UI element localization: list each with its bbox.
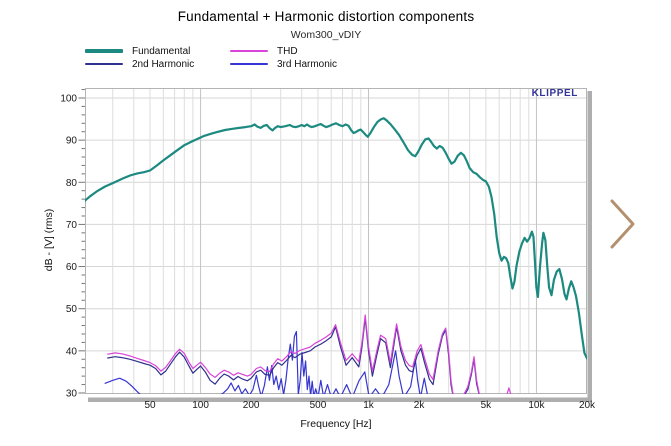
legend-label: THD	[277, 45, 298, 57]
x-axis-title: Frequency [Hz]	[300, 418, 372, 430]
x-tick-label: 200	[243, 400, 260, 411]
plot-frame	[85, 88, 592, 402]
legend-item-3rd-harmonic: 3rd Harmonic	[230, 58, 337, 70]
series-2nd-harmonic	[107, 317, 480, 394]
thd-line-swatch	[230, 50, 268, 52]
legend-label: Fundamental	[132, 45, 191, 57]
legend-label: 2nd Harmonic	[132, 58, 195, 70]
y-tick-label: 70	[66, 220, 78, 231]
y-tick-label: 40	[66, 346, 78, 357]
chart-series	[85, 117, 587, 394]
x-tick-label: 500	[310, 400, 327, 411]
series-fundamental	[85, 117, 587, 360]
axis-labels: 30 40 50 60 70 80 90 100 50 100 200 500 1k 2k 5k 10k 20k	[60, 94, 596, 412]
legend-item-2nd-harmonic: 2nd Harmonic	[85, 58, 194, 70]
third-harmonic-line-swatch	[230, 63, 268, 65]
x-tick-label: 2k	[414, 400, 426, 411]
y-tick-label: 100	[60, 94, 77, 105]
x-tick-label: 10k	[528, 400, 545, 411]
y-tick-label: 50	[66, 304, 78, 315]
axis-ticks	[78, 89, 85, 394]
y-tick-label: 90	[66, 136, 78, 147]
chevron-right-icon	[610, 199, 635, 249]
series-thd	[107, 314, 512, 394]
klippel-logo: KLIPPEL	[531, 88, 578, 99]
y-axis-title: dB - [V] (rms)	[43, 208, 55, 272]
legend-item-fundamental: Fundamental	[85, 45, 190, 57]
chart-subtitle: Wom300_vDIY	[290, 29, 362, 41]
y-tick-label: 60	[66, 262, 78, 273]
next-page-button[interactable]	[604, 194, 642, 254]
x-tick-label: 50	[144, 400, 156, 411]
grid-lines	[85, 88, 587, 394]
fundamental-line-swatch	[85, 49, 123, 53]
x-tick-label: 5k	[481, 400, 493, 411]
legend-label: 3rd Harmonic	[277, 58, 338, 70]
x-tick-label: 1k	[363, 400, 375, 411]
second-harmonic-line-swatch	[85, 63, 123, 65]
series-3rd-harmonic	[104, 330, 428, 394]
y-tick-label: 80	[66, 178, 78, 189]
legend-item-thd: THD	[230, 45, 298, 57]
x-tick-label: 20k	[579, 400, 596, 411]
y-tick-label: 30	[66, 388, 78, 399]
x-tick-label: 100	[192, 400, 209, 411]
page-title: Fundamental + Harmonic distortion compon…	[177, 9, 475, 24]
